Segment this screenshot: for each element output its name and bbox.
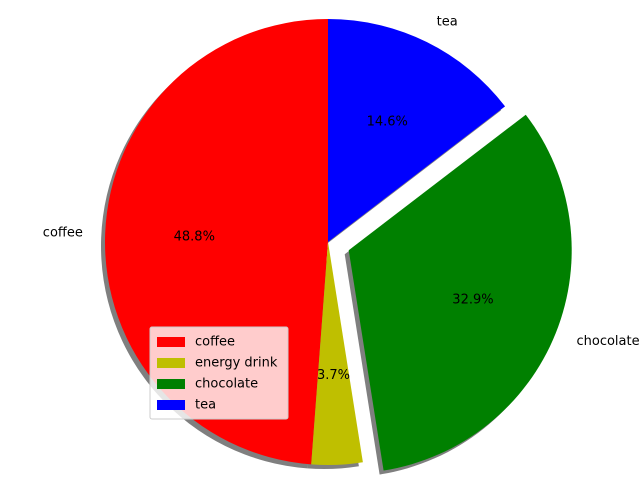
legend-frame <box>149 326 289 420</box>
legend-swatch-chocolate <box>157 379 185 389</box>
pie-label-layer: coffee 48.8% energy drink 3.7% chocolate 32.9… <box>43 15 640 480</box>
percent-label-tea: 14.6% <box>367 115 408 130</box>
wedge-tea <box>328 19 506 242</box>
legend-label-chocolate: chocolate <box>195 377 258 392</box>
percent-label-coffee: 48.8% <box>174 229 215 244</box>
slice-label-coffee: coffee <box>43 225 83 240</box>
legend: coffee energy drink chocolate tea <box>149 326 289 420</box>
wedge-chocolate <box>348 114 572 471</box>
legend-swatch-energy-drink <box>157 358 185 368</box>
legend-label-energy-drink: energy drink <box>195 356 278 371</box>
wedge-energy-drink <box>311 242 363 465</box>
slice-label-tea: tea <box>437 15 458 30</box>
percent-label-energy-drink: 3.7% <box>317 368 350 383</box>
legend-items: coffee energy drink chocolate tea <box>157 335 278 413</box>
legend-label-coffee: coffee <box>195 335 235 350</box>
legend-swatch-coffee <box>157 337 185 347</box>
percent-label-chocolate: 32.9% <box>452 292 493 307</box>
legend-label-tea: tea <box>195 398 216 413</box>
legend-swatch-tea <box>157 400 185 410</box>
slice-label-chocolate: chocolate <box>576 334 639 349</box>
